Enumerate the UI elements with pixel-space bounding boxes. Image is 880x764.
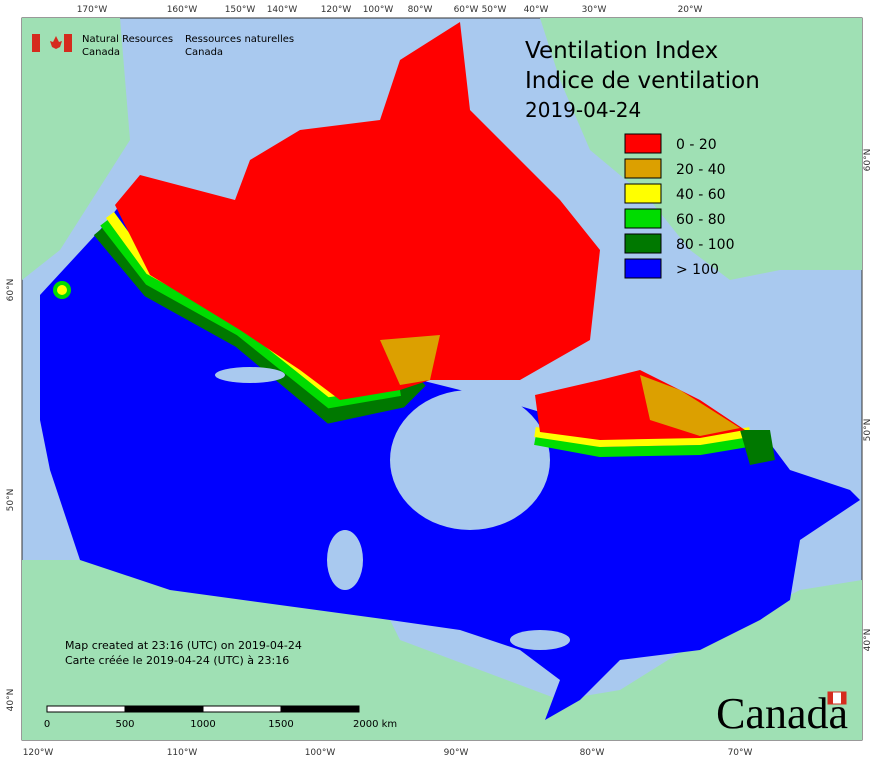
labrador-band [740, 430, 775, 465]
legend-swatch [624, 158, 662, 179]
latitude-label: 60°N [863, 149, 873, 172]
legend-swatch [624, 258, 662, 279]
longitude-label: 120°W [321, 5, 352, 15]
legend-label: 80 - 100 [676, 237, 735, 253]
alaska-siberia [22, 18, 130, 280]
longitude-label: 100°W [305, 748, 336, 758]
note-en: Map created at 23:16 (UTC) on 2019-04-24 [65, 639, 302, 652]
band-80-100 [93, 224, 426, 424]
graticule-labels: 170°W 160°W 150°W 140°W 120°W 100°W 80°W 60°W 50… [6, 5, 873, 758]
band-east-60-80 [534, 435, 761, 458]
latitude-label: 50°N [6, 489, 16, 512]
quebec-orange [640, 375, 740, 436]
longitude-label: 80°W [580, 748, 605, 758]
longitude-label: 20°W [678, 5, 703, 15]
maple-leaf [50, 36, 62, 49]
hudson-bay [390, 390, 550, 530]
latitude-label: 60°N [6, 279, 16, 302]
canada-wordmark: Canada [716, 689, 848, 738]
longitude-label: 170°W [77, 5, 108, 15]
lake-winnipeg [327, 530, 363, 590]
flag-bar [32, 34, 40, 52]
longitude-label: 110°W [167, 748, 198, 758]
scale-label: 500 [115, 719, 134, 730]
scale-segment [46, 705, 126, 713]
scale-label: 2000 km [353, 719, 397, 730]
agency-fr: Canada [185, 47, 223, 58]
great-lakes [510, 630, 570, 650]
legend: 0 - 20 20 - 40 40 - 60 60 - 80 80 - 100 > 100 [624, 133, 735, 279]
title: Ventilation Index [525, 38, 718, 64]
alaska-spot-core [57, 285, 67, 295]
agency-signature: Natural Resources Canada Ressources natu… [32, 34, 294, 58]
legend-label: > 100 [676, 262, 719, 278]
agency-fr: Ressources naturelles [185, 34, 294, 45]
legend-label: 20 - 40 [676, 162, 726, 178]
legend-label: 0 - 20 [676, 137, 717, 153]
scale-bar: 0 500 1000 1500 2000 km [44, 705, 397, 730]
band-east-40-60 [534, 427, 751, 448]
greenland [540, 18, 862, 280]
arctic-orange [380, 335, 440, 385]
wordmark-flag-bar [841, 692, 846, 704]
agency-en: Canada [82, 47, 120, 58]
scale-segment [280, 705, 360, 713]
legend-swatch [624, 183, 662, 204]
longitude-label: 100°W [363, 5, 394, 15]
latitude-label: 40°N [6, 689, 16, 712]
scale-label: 0 [44, 719, 50, 730]
legend-label: 60 - 80 [676, 212, 726, 228]
legend-label: 40 - 60 [676, 187, 726, 203]
longitude-label: 30°W [582, 5, 607, 15]
longitude-label: 140°W [267, 5, 298, 15]
flag-bar [64, 34, 72, 52]
longitude-label: 80°W [408, 5, 433, 15]
scale-segment [202, 705, 282, 713]
legend-swatch [624, 133, 662, 154]
longitude-label: 50°W [482, 5, 507, 15]
scale-label: 1500 [268, 719, 293, 730]
longitude-label: 160°W [167, 5, 198, 15]
great-slave-lake [215, 367, 285, 383]
scale-segment [124, 705, 204, 713]
legend-swatch [624, 233, 662, 254]
legend-swatch [624, 208, 662, 229]
scale-label: 1000 [190, 719, 215, 730]
date: 2019-04-24 [525, 98, 641, 122]
agency-en: Natural Resources [82, 34, 173, 45]
wordmark-flag-bar [828, 692, 833, 704]
longitude-label: 60°W [454, 5, 479, 15]
usa [22, 560, 862, 740]
latitude-label: 40°N [863, 629, 873, 652]
latitude-label: 50°N [863, 419, 873, 442]
longitude-label: 70°W [728, 748, 753, 758]
arctic-red [115, 22, 600, 400]
title: Indice de ventilation [525, 68, 760, 94]
note-fr: Carte créée le 2019-04-24 (UTC) à 23:16 [65, 654, 289, 667]
map-frame [21, 17, 863, 741]
longitude-label: 150°W [225, 5, 256, 15]
longitude-label: 120°W [23, 748, 54, 758]
longitude-label: 40°W [524, 5, 549, 15]
longitude-label: 90°W [444, 748, 469, 758]
